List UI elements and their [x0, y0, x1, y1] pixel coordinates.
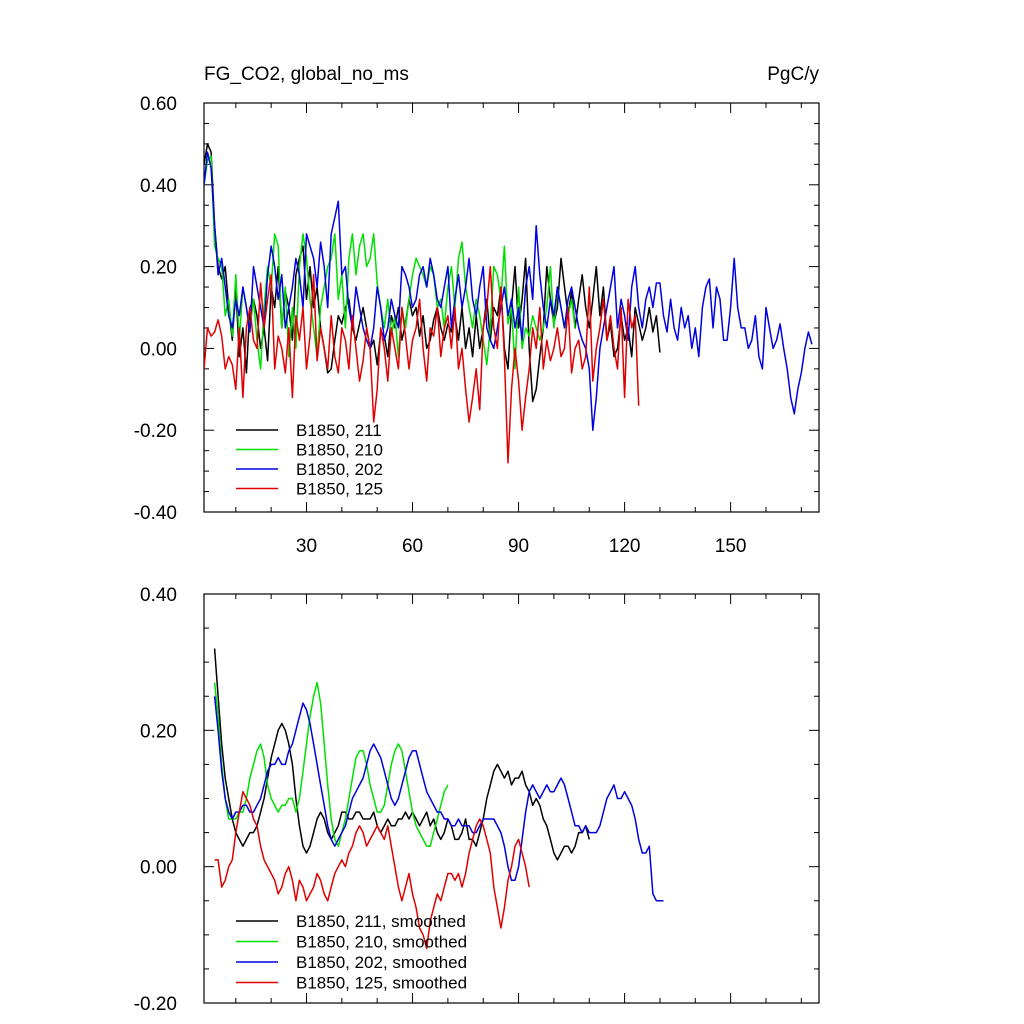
bottom-panel: -0.20 0.00 0.20 0.40 B1850, 211, smoothed B18…	[134, 585, 820, 1015]
series-group	[213, 648, 664, 950]
x-tick-label: 120	[609, 536, 641, 557]
series-line-4	[214, 790, 530, 950]
series-group	[204, 143, 813, 464]
y-tick-label: -0.20	[134, 994, 177, 1015]
legend-label: B1850, 211, smoothed	[296, 912, 466, 931]
legend-label: B1850, 211	[296, 421, 382, 440]
legend-label: B1850, 202	[296, 460, 383, 479]
x-tick-label: 30	[296, 536, 317, 557]
legend-label: B1850, 210	[296, 441, 383, 460]
y-tick-label: 0.00	[140, 858, 177, 879]
y-tick-label: 0.40	[140, 176, 177, 197]
y-tick-label: -0.40	[134, 503, 177, 524]
x-tick-label: 150	[715, 536, 747, 557]
series-line-4	[204, 265, 640, 464]
legend-label: B1850, 210, smoothed	[296, 933, 467, 952]
series-line-2	[213, 681, 449, 847]
x-tick-label: 60	[402, 536, 423, 557]
y-tick-label: 0.60	[140, 94, 177, 115]
series-line-1	[213, 648, 591, 861]
legend-label: B1850, 125	[296, 480, 383, 499]
series-line-3	[213, 696, 664, 902]
series-line-3	[204, 151, 813, 431]
legend-label: B1850, 125, smoothed	[296, 974, 467, 993]
y-tick-label: 0.40	[140, 585, 177, 606]
chart-title: FG_CO2, global_no_ms	[204, 64, 409, 85]
y-tick-label: 0.00	[140, 339, 177, 360]
legend-label: B1850, 202, smoothed	[296, 953, 467, 972]
y-tick-label: -0.20	[134, 421, 177, 442]
x-tick-label: 90	[508, 536, 529, 557]
y-tick-label: 0.20	[140, 258, 177, 279]
y-tick-label: 0.20	[140, 721, 177, 742]
top-panel: 30 60 90 120 150 -0.40 -0.20 0.00 0.20 0.40 0.60 FG…	[134, 64, 820, 557]
units-label: PgC/y	[767, 64, 819, 85]
